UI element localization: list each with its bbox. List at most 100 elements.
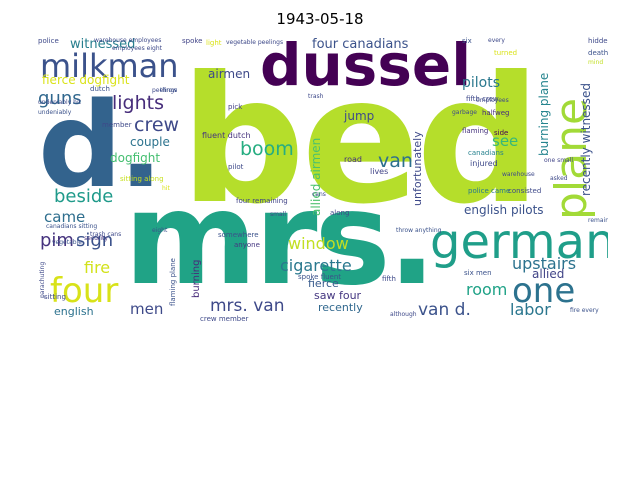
word-pilot: pilot	[228, 163, 244, 171]
word-warehouse: warehouse	[502, 171, 535, 178]
word-one: one	[512, 271, 576, 311]
word-bed: bed	[180, 40, 541, 243]
word-mind: mind	[588, 59, 604, 66]
word-lights: lights	[112, 92, 165, 114]
word-unfortunately: unfortunately	[411, 131, 424, 206]
word-spoke-fluent: spoke fluent	[298, 273, 342, 281]
word-along: along	[330, 209, 350, 217]
word-side: side	[494, 129, 509, 137]
word-canadians-sitting: canadians sitting	[46, 223, 98, 230]
word-anyone: anyone	[234, 241, 260, 249]
word-trash-cans: trash cans	[90, 231, 122, 238]
word-recently: recently	[318, 301, 363, 314]
word-turned: turned	[494, 49, 518, 57]
word-vegetable: vegetable	[52, 239, 82, 246]
word-guns: guns	[38, 88, 82, 109]
word-remaining: remaining	[588, 217, 608, 224]
word-recently-witnessed: recently witnessed	[579, 83, 593, 196]
word-sign: sign	[76, 230, 114, 251]
word-men: men	[130, 300, 164, 318]
word-fierce: fierce	[308, 277, 339, 290]
word-somewhere: somewhere	[218, 231, 259, 239]
word-throw-anything: throw anything	[396, 227, 442, 234]
word-crew-member: crew member	[200, 315, 249, 323]
word-lives: lives	[370, 167, 389, 176]
word-fifth-crew: fifth crew	[466, 95, 499, 103]
word-fire: fire	[84, 258, 111, 277]
word-allied: allied	[532, 267, 565, 281]
word-security: security	[84, 235, 108, 242]
word-came: came	[44, 208, 86, 226]
word-witnessed: witnessed	[70, 37, 136, 52]
word-although: although	[390, 311, 417, 318]
word-sitting-along: sitting along	[120, 175, 164, 183]
word-six: six	[462, 37, 472, 45]
word-fire-every: fire every	[570, 307, 599, 314]
word-undeniably: undeniably	[38, 109, 72, 116]
word-parachuting: parachuting	[39, 261, 46, 298]
word-english-pilots: english pilots	[464, 203, 544, 217]
word-police: police	[38, 37, 59, 45]
word-sitting: sitting	[44, 293, 66, 301]
word-van-d: van d.	[418, 300, 471, 320]
word-english: english	[54, 305, 94, 318]
word-fifth: fifth	[382, 275, 396, 283]
word-flaming: flaming	[462, 127, 489, 135]
word-asked: asked	[550, 175, 568, 182]
word-eight: eight	[152, 227, 168, 234]
word-mrs-van: mrs. van	[210, 296, 285, 316]
word-employees-eight: employees eight	[112, 45, 162, 52]
word-see: see	[492, 132, 519, 150]
word-consisted: consisted	[508, 187, 542, 195]
word-pilots: pilots	[462, 75, 501, 91]
word-four: four	[50, 271, 119, 311]
word-dutch: dutch	[90, 85, 110, 93]
word-mrs: mrs.	[124, 165, 436, 314]
word-every: every	[488, 37, 505, 44]
word-police-came: police came	[468, 187, 511, 195]
word-german: german	[430, 214, 608, 270]
word-crew: crew	[134, 114, 180, 136]
word-dogfight: dogfight	[110, 151, 161, 165]
word-fierce-dogfight: fierce dogfight	[42, 73, 130, 87]
word-cigarette: cigarette	[280, 256, 352, 275]
word-warehouse-employees: warehouse employees	[94, 37, 162, 44]
word-upstairs: upstairs	[512, 254, 577, 273]
word-injured: injured	[470, 159, 498, 168]
word-death: death	[588, 49, 608, 57]
word-couple: couple	[130, 135, 170, 149]
word-saw-four: saw four	[314, 289, 362, 302]
word-burning-plane: burning plane	[537, 72, 551, 156]
word-pick: pick	[228, 103, 243, 111]
word-four-canadians: four canadians	[312, 37, 409, 52]
word-trash: trash	[308, 93, 324, 100]
word-garbage: garbage	[452, 109, 477, 116]
word-airmen: airmen	[208, 67, 251, 81]
word-throw: throw	[160, 87, 178, 94]
word-window: window	[288, 234, 349, 253]
word-boom: boom	[240, 138, 294, 160]
word-dussel: dussel	[260, 36, 472, 99]
figure-title: 1943-05-18	[276, 10, 364, 28]
word-beside: beside	[54, 186, 114, 207]
word-six-men: six men	[464, 269, 492, 277]
word-halfweg: halfweg	[482, 109, 510, 117]
word-peelings: peelings	[152, 87, 178, 94]
word-spoke: spoke	[182, 37, 203, 45]
word-cans: cans	[312, 191, 326, 198]
word-road: road	[344, 155, 362, 164]
word-undeniably-hit: undeniably hit	[38, 99, 82, 106]
word-allied-airmen: allied airmen	[309, 137, 323, 216]
word-d: d.	[38, 76, 163, 214]
word-hit: hit	[162, 185, 170, 192]
word-fluent-dutch: fluent dutch	[202, 131, 251, 140]
word-member: member	[102, 121, 132, 129]
word-hidden: hidden	[588, 37, 608, 45]
word-milkman: milkman	[40, 47, 179, 85]
word-burning: burning	[191, 259, 202, 298]
word-van: van	[378, 150, 413, 172]
word-light: light	[206, 39, 222, 47]
word-jump: jump	[344, 109, 375, 123]
word-vegetable-peelings: vegetable peelings	[226, 39, 284, 46]
word-employees: employees	[476, 97, 509, 104]
